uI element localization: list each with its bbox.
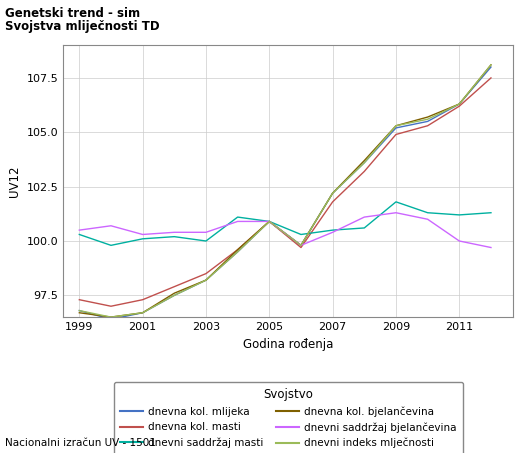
Text: Svojstva mliječnosti TD: Svojstva mliječnosti TD: [5, 20, 160, 34]
Text: Nacionalni izračun UV - 1501: Nacionalni izračun UV - 1501: [5, 439, 156, 448]
X-axis label: Godina rođenja: Godina rođenja: [243, 337, 333, 351]
Legend: dnevna kol. mlijeka, dnevna kol. masti, dnevni saddržaj masti, dnevna kol. bjela: dnevna kol. mlijeka, dnevna kol. masti, …: [114, 382, 463, 453]
Y-axis label: UV12: UV12: [8, 165, 21, 197]
Text: Genetski trend - sim: Genetski trend - sim: [5, 7, 140, 20]
